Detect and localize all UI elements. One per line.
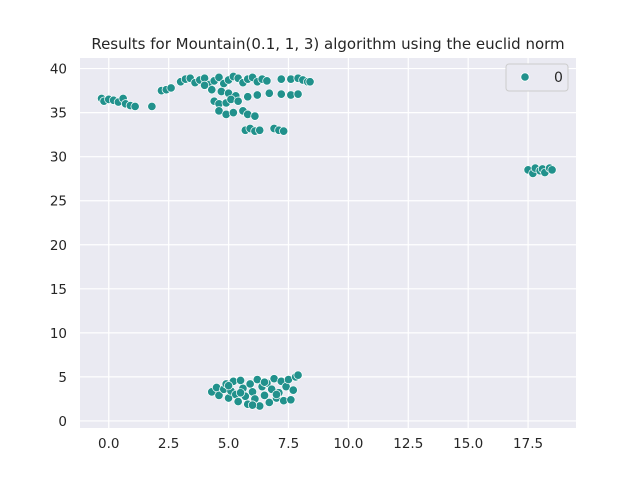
y-tick-labels: 0 5 10 15 20 25 30 35 40 bbox=[50, 62, 67, 430]
scatter-point bbox=[264, 88, 274, 98]
scatter-point bbox=[547, 165, 557, 175]
x-tick-label: 17.5 bbox=[513, 436, 543, 452]
y-tick-label: 15 bbox=[50, 282, 67, 298]
plot-background bbox=[80, 58, 576, 428]
scatter-point bbox=[293, 89, 303, 99]
x-tick-label: 5.0 bbox=[218, 436, 239, 452]
scatter-point bbox=[252, 90, 262, 100]
y-tick-label: 0 bbox=[58, 414, 67, 430]
scatter-point bbox=[214, 106, 224, 116]
legend: 0 bbox=[505, 63, 569, 92]
scatter-point bbox=[288, 385, 298, 395]
scatter-point bbox=[286, 395, 296, 405]
y-tick-label: 35 bbox=[50, 106, 67, 122]
scatter-point bbox=[293, 370, 303, 380]
scatter-point bbox=[130, 101, 140, 112]
scatter-point bbox=[259, 377, 270, 387]
scatter-point bbox=[262, 76, 272, 86]
x-tick-label: 7.5 bbox=[278, 436, 299, 452]
chart-title: Results for Mountain(0.1, 1, 3) algorith… bbox=[91, 35, 564, 53]
y-tick-label: 20 bbox=[50, 238, 67, 254]
scatter-point bbox=[233, 96, 243, 106]
scatter-point bbox=[207, 85, 217, 95]
x-tick-label: 15.0 bbox=[453, 436, 483, 452]
scatter-point bbox=[250, 111, 260, 121]
scatter-point bbox=[235, 388, 246, 398]
scatter-point bbox=[264, 397, 274, 408]
scatter-point bbox=[276, 89, 286, 99]
legend-box bbox=[505, 63, 569, 92]
scatter-point bbox=[271, 389, 282, 400]
scatter-point bbox=[276, 74, 286, 84]
y-tick-label: 25 bbox=[50, 194, 67, 210]
scatter-point bbox=[243, 92, 253, 102]
scatter-point bbox=[166, 83, 176, 93]
legend-label: 0 bbox=[554, 70, 563, 86]
scatter-point bbox=[228, 108, 238, 118]
y-tick-label: 5 bbox=[58, 370, 67, 386]
scatter-point bbox=[214, 72, 224, 82]
x-tick-label: 12.5 bbox=[393, 436, 423, 452]
x-tick-label: 10.0 bbox=[333, 436, 363, 452]
scatter-point bbox=[224, 381, 234, 391]
scatter-point bbox=[233, 397, 243, 407]
scatter-point bbox=[235, 375, 246, 385]
y-tick-label: 30 bbox=[50, 150, 67, 166]
gridlines bbox=[80, 58, 576, 428]
scatter-point bbox=[279, 126, 289, 136]
scatter-point bbox=[214, 390, 224, 400]
x-tick-label: 0.0 bbox=[98, 436, 119, 452]
y-tick-label: 10 bbox=[50, 326, 67, 342]
data-points bbox=[97, 71, 557, 411]
x-tick-labels: 0.0 2.5 5.0 7.5 10.0 12.5 15.0 17.5 bbox=[98, 436, 543, 452]
scatter-point bbox=[147, 101, 157, 112]
scatter-point bbox=[255, 125, 265, 135]
y-tick-label: 40 bbox=[50, 62, 67, 78]
scatter-point bbox=[247, 400, 258, 410]
x-tick-label: 2.5 bbox=[158, 436, 179, 452]
legend-marker bbox=[520, 72, 530, 82]
scatter-point bbox=[259, 390, 270, 400]
scatter-point bbox=[305, 77, 315, 87]
scatter-point bbox=[200, 80, 210, 90]
